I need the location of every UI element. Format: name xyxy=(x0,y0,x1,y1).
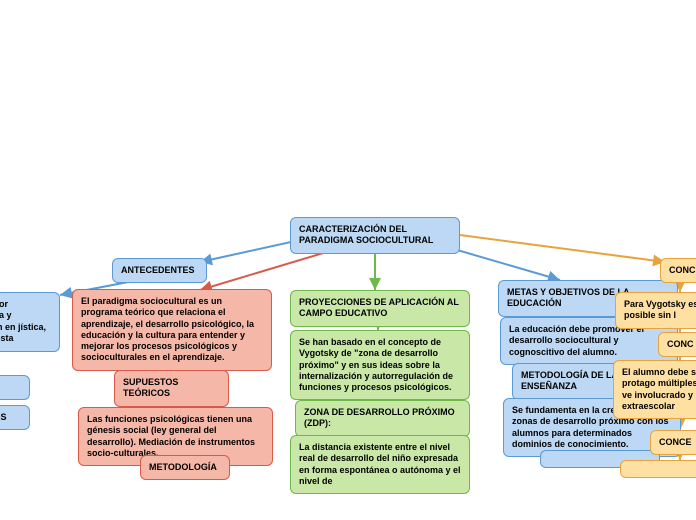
node-redmain: El paradigma sociocultural es un program… xyxy=(72,289,272,371)
node-zdp: ZONA DE DESARROLLO PRÓXIMO (ZDP): xyxy=(295,400,470,437)
node-conc1: Para Vygotsky es posible sin l xyxy=(615,292,696,329)
node-ante: ANTECEDENTES xyxy=(112,258,207,283)
node-metod: METODOLOGÍA xyxy=(140,455,230,480)
node-ante1: el fundador pedagogía y formación en jís… xyxy=(0,292,60,352)
node-conc3: El alumno debe social, protago múltiples… xyxy=(613,360,696,419)
node-proy: PROYECCIONES DE APLICACIÓN AL CAMPO EDUC… xyxy=(290,290,470,327)
node-ante3: PLÓGICOS xyxy=(0,405,30,430)
node-root: CARACTERIZACIÓN DEL PARADIGMA SOCIOCULTU… xyxy=(290,217,460,254)
node-ante2: odas sus xyxy=(0,375,30,400)
node-conc5 xyxy=(620,460,696,478)
node-conc4: CONCE xyxy=(650,430,696,455)
node-conc2: CONC xyxy=(658,332,696,357)
node-sup: SUPUESTOS TEÓRICOS xyxy=(114,370,229,407)
node-conc: CONCEP xyxy=(660,258,696,283)
node-zdp1: La distancia existente entre el nivel re… xyxy=(290,435,470,494)
node-proy1: Se han basado en el concepto de Vygotsky… xyxy=(290,330,470,400)
